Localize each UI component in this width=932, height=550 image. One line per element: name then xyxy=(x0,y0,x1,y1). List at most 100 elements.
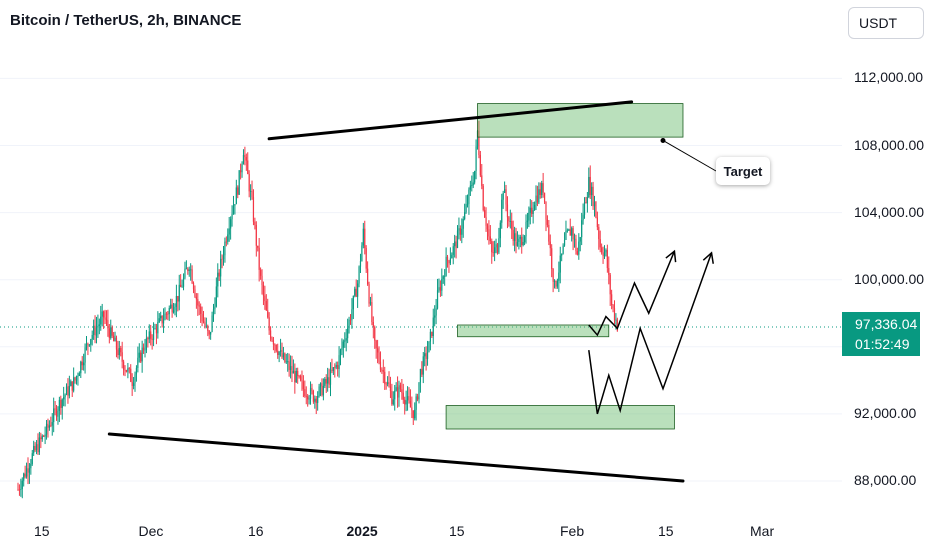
candle-body xyxy=(508,217,510,222)
candle-body xyxy=(489,236,491,242)
candle-body xyxy=(155,328,158,334)
candle-body xyxy=(237,187,239,195)
candle-body xyxy=(606,249,608,269)
candle-body xyxy=(486,225,489,230)
candle-body xyxy=(586,197,588,204)
candle-body xyxy=(455,241,457,248)
candle-body xyxy=(132,383,135,386)
candle-body xyxy=(191,269,193,284)
candle-body xyxy=(77,376,79,377)
candle-body xyxy=(242,155,245,165)
candle-body xyxy=(138,352,140,358)
candle-body xyxy=(269,330,272,339)
candle-body xyxy=(40,437,42,440)
candle-body xyxy=(375,340,377,349)
candle-body xyxy=(535,195,537,206)
candle-body xyxy=(451,254,453,259)
candle-body xyxy=(322,385,324,396)
candle-body xyxy=(277,350,279,356)
y-tick-label: 92,000.00 xyxy=(854,404,917,421)
candle-body xyxy=(304,389,306,396)
candle-body xyxy=(329,369,332,385)
candle-body xyxy=(315,398,317,403)
candle-body xyxy=(561,253,563,256)
candle-body xyxy=(405,400,407,405)
target-annotation[interactable] xyxy=(660,137,717,172)
candle-body xyxy=(562,245,564,254)
candle-body xyxy=(27,468,29,473)
candle-body xyxy=(44,434,46,437)
candle-body xyxy=(609,274,611,295)
candle-body xyxy=(419,368,422,383)
candle-body xyxy=(297,370,299,377)
candle-body xyxy=(436,290,439,309)
candle-body xyxy=(339,350,342,356)
candle-body xyxy=(305,395,307,397)
candle-body xyxy=(367,268,369,285)
candle-body xyxy=(528,212,530,221)
candle-body xyxy=(439,287,441,291)
candle-body xyxy=(418,382,420,400)
candle-body xyxy=(332,367,334,371)
candle-body xyxy=(349,319,352,321)
candle-body xyxy=(274,344,276,346)
candle-body xyxy=(80,361,82,374)
candle-body xyxy=(210,331,212,335)
candle-body xyxy=(382,370,384,372)
candle-body xyxy=(118,347,120,356)
candle-body xyxy=(526,220,529,223)
projection-paths[interactable] xyxy=(588,249,714,415)
candle-body xyxy=(194,289,196,297)
candle-body xyxy=(74,377,76,381)
candle-body xyxy=(575,238,577,252)
x-tick-label: 15 xyxy=(34,523,50,539)
candle-body xyxy=(111,327,113,336)
candle-body xyxy=(536,195,539,203)
trendlines[interactable] xyxy=(107,100,685,483)
candle-body xyxy=(227,234,229,242)
y-tick-label: 108,000.00 xyxy=(854,136,925,153)
candle-body xyxy=(488,229,490,237)
candle-body xyxy=(344,340,346,342)
candle-body xyxy=(262,285,265,296)
candle-body xyxy=(187,268,189,271)
y-tick-label: 100,000.00 xyxy=(854,270,925,287)
x-tick-label: Dec xyxy=(138,523,164,539)
candle-body xyxy=(60,399,62,408)
candle-body xyxy=(158,318,160,322)
candle-body xyxy=(431,331,433,336)
candle-body xyxy=(542,183,544,193)
candle-body xyxy=(585,202,587,204)
candle-body xyxy=(267,310,269,318)
candle-body xyxy=(563,239,566,246)
candle-body xyxy=(414,409,416,419)
candle-body xyxy=(495,244,497,248)
candle-body xyxy=(177,295,179,302)
candle-body xyxy=(361,245,363,262)
currency-button[interactable]: USDT xyxy=(848,7,924,39)
candle-body xyxy=(201,313,203,322)
candle-body xyxy=(97,325,99,328)
candle-body xyxy=(327,377,329,384)
candle-body xyxy=(64,394,66,398)
candle-body xyxy=(352,295,354,310)
candle-body xyxy=(248,174,250,192)
current-price-value: 97,336.04 xyxy=(855,316,918,332)
candle-body xyxy=(506,204,509,218)
candle-body xyxy=(478,130,480,155)
candle-body xyxy=(192,283,195,290)
candle-body xyxy=(312,391,314,402)
demand-supply-zones[interactable] xyxy=(445,103,684,430)
candle-body xyxy=(307,396,309,400)
candle-body xyxy=(168,308,170,315)
candle-body xyxy=(532,210,534,214)
candle-body xyxy=(135,367,138,375)
candle-body xyxy=(90,339,92,345)
target-label[interactable]: Target xyxy=(716,157,770,185)
projection-path xyxy=(588,252,713,415)
candle-body xyxy=(141,347,143,362)
candle-body xyxy=(539,189,541,195)
candle-body xyxy=(598,227,600,240)
candle-body xyxy=(389,386,392,391)
